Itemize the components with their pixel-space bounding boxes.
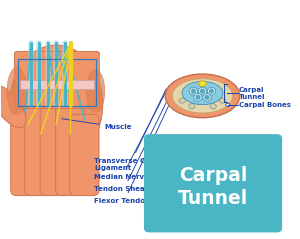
- Ellipse shape: [209, 89, 214, 94]
- Ellipse shape: [220, 98, 226, 103]
- Ellipse shape: [196, 95, 200, 100]
- Bar: [20, 80, 94, 89]
- Circle shape: [226, 103, 230, 107]
- Ellipse shape: [182, 81, 223, 105]
- Text: Median Nerve: Median Nerve: [94, 86, 169, 180]
- Text: Carpal Bones: Carpal Bones: [239, 102, 291, 108]
- Ellipse shape: [86, 70, 105, 112]
- Text: Tunnel: Tunnel: [178, 189, 248, 208]
- Ellipse shape: [194, 93, 202, 101]
- Ellipse shape: [165, 74, 240, 118]
- Ellipse shape: [199, 81, 206, 87]
- Ellipse shape: [179, 98, 185, 103]
- Ellipse shape: [172, 79, 233, 113]
- Text: Carpal
Tunnel: Carpal Tunnel: [238, 87, 265, 99]
- FancyBboxPatch shape: [15, 51, 99, 109]
- Text: Tendon Sheath: Tendon Sheath: [94, 94, 170, 192]
- Text: Muscle: Muscle: [62, 119, 131, 130]
- FancyBboxPatch shape: [25, 91, 54, 196]
- FancyBboxPatch shape: [11, 107, 40, 196]
- Ellipse shape: [10, 45, 103, 163]
- Text: Transverse Carpal
Ligament: Transverse Carpal Ligament: [94, 89, 166, 171]
- Ellipse shape: [189, 87, 198, 95]
- FancyBboxPatch shape: [144, 134, 282, 232]
- Text: Carpal: Carpal: [179, 166, 247, 185]
- Ellipse shape: [210, 104, 216, 109]
- Text: Flexor Tendons: Flexor Tendons: [94, 99, 172, 204]
- Ellipse shape: [7, 68, 27, 115]
- FancyBboxPatch shape: [56, 91, 85, 196]
- Ellipse shape: [200, 89, 205, 94]
- Ellipse shape: [207, 87, 216, 95]
- Ellipse shape: [205, 95, 209, 100]
- Ellipse shape: [0, 86, 26, 128]
- Ellipse shape: [198, 87, 207, 95]
- Ellipse shape: [203, 93, 211, 101]
- Ellipse shape: [189, 104, 195, 109]
- Ellipse shape: [191, 89, 196, 94]
- FancyBboxPatch shape: [70, 114, 99, 196]
- Bar: [18, 59, 97, 106]
- FancyBboxPatch shape: [40, 86, 70, 196]
